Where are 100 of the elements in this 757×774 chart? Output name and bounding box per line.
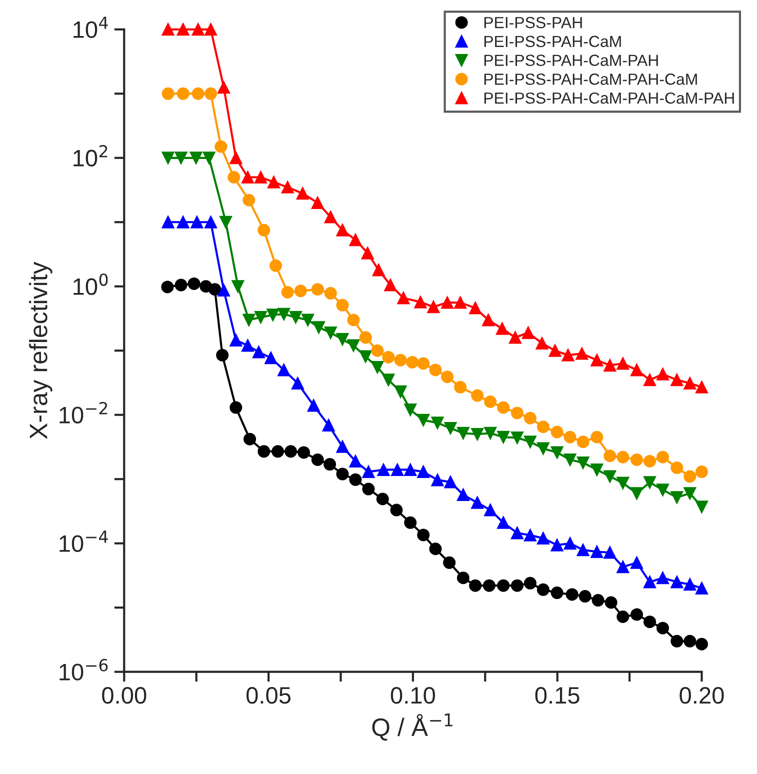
point [311,196,324,210]
point [302,314,314,326]
point [616,560,630,574]
point [510,432,524,444]
point [214,140,228,153]
point [497,516,510,529]
point [390,504,403,516]
point [644,576,656,588]
point [695,380,708,394]
point [616,610,630,624]
point [484,426,497,440]
point [228,170,240,184]
point [550,426,564,438]
point [281,180,294,194]
y-tick-label: 10$^{2}$ [74,144,108,167]
point [404,516,417,529]
legend-label: PEI-PSS-PAH-CaM-PAH-CaM [484,74,697,85]
point [566,588,578,601]
point [394,354,407,366]
point [192,23,204,36]
point [188,277,200,290]
point [471,428,484,440]
point [431,416,444,430]
point [484,396,497,408]
point [336,298,349,312]
point [550,446,564,459]
point [604,450,616,462]
point [524,576,536,590]
point [482,579,496,592]
point [242,314,256,326]
point [391,463,404,476]
point [162,216,174,228]
point [510,579,524,592]
point [311,283,324,296]
point [456,488,470,502]
point [695,466,708,478]
point [497,401,510,414]
x-axis-title: Q / Å$^{−1}$ [372,714,452,741]
point [429,364,442,376]
point [431,474,444,486]
point [204,23,218,36]
legend-label: PEI-PSS-PAH [484,16,582,28]
point [218,81,230,94]
point [684,487,696,500]
y-axis-title: X-ray reflectivity [28,262,52,439]
y-tick-label: 10$^{4}$ [74,16,108,38]
point [376,492,389,506]
point [576,347,588,360]
point [384,278,397,292]
point [670,374,684,386]
point [267,176,280,188]
point [644,616,656,628]
point [429,542,442,556]
point [242,170,254,184]
point [176,87,190,100]
point [162,152,174,164]
point [347,314,360,326]
point [576,544,590,556]
point [482,314,495,326]
point [670,491,684,504]
point [524,436,536,448]
point [322,418,335,432]
point [616,476,630,490]
point [162,23,174,36]
point [536,583,550,596]
point [242,339,254,352]
point [336,333,349,346]
point [406,356,419,368]
point [456,572,470,584]
point [604,359,616,372]
point [371,344,384,357]
point [644,374,656,386]
point [562,348,574,362]
point [616,450,630,464]
point [258,445,270,458]
point [298,446,310,459]
point [272,445,284,458]
point [508,331,522,344]
point [324,458,336,471]
point [670,634,684,648]
point [284,445,298,458]
point [176,23,190,36]
point [372,264,385,276]
point [202,152,216,164]
y-tick-label: 10$^{−6}$ [60,658,108,680]
point [684,377,696,390]
point [176,216,190,228]
point [684,578,696,591]
point [336,440,349,453]
point [394,385,407,398]
point [377,463,390,476]
point [307,399,320,412]
point [590,546,604,558]
legend-label: PEI-PSS-PAH-CaM-PAH [484,54,658,66]
point [522,326,534,339]
point [604,546,616,559]
point [324,326,337,339]
point [630,487,644,500]
point [695,582,708,594]
point [349,454,362,468]
